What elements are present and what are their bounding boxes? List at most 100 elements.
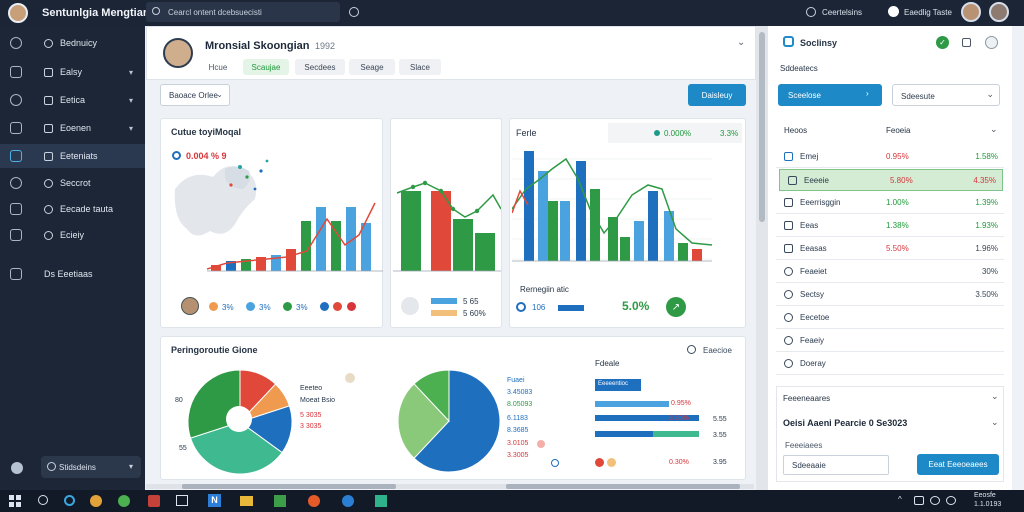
table-row[interactable]: Eeasas 5.50% 1.96% (776, 238, 1004, 260)
chevron-up-icon[interactable]: ^ (898, 495, 902, 504)
filter-select[interactable]: Baoace Orlee ⌄ (160, 84, 230, 106)
collapse-icon[interactable]: ⌄ (737, 37, 746, 48)
search-input[interactable]: Cearcl ontent dcebsuecisti (146, 2, 340, 22)
settings-icon[interactable] (985, 36, 998, 49)
layers-icon (10, 268, 22, 280)
circle-icon (784, 290, 793, 299)
volume-icon[interactable] (930, 496, 940, 505)
sidebar-item-2[interactable]: Eetica ▾ (0, 88, 145, 112)
sidebar-footer-select[interactable]: Stidsdeins ▾ (41, 456, 141, 478)
legend-value-b: 5 60% (463, 309, 486, 318)
primary-button[interactable]: Sceelose › (778, 84, 882, 106)
bar (590, 189, 600, 261)
clock-date[interactable]: 1.1.0193 (974, 501, 1002, 508)
lock-icon[interactable] (962, 38, 971, 47)
mid-label-5: 3.0105 (507, 440, 529, 447)
table-row[interactable]: Eeas 1.38% 1.93% (776, 215, 1004, 237)
footer-button[interactable]: Eeat Eeeoeaees (917, 454, 999, 475)
firefox-icon[interactable] (308, 495, 320, 507)
info-icon[interactable] (687, 345, 696, 354)
bar-tag: Eeeeentioc (595, 379, 641, 391)
display-button[interactable]: Daisleuy (688, 84, 746, 106)
sidebar-item-label: Eetica (60, 95, 86, 105)
clock-time[interactable]: Eeosfe (974, 492, 996, 499)
pie-value-0: 80 (175, 397, 183, 404)
sidebar-item-0[interactable]: Bednuicy (0, 31, 145, 55)
scroll-thumb[interactable] (182, 484, 396, 489)
vertical-scrollbar[interactable] (756, 26, 768, 490)
tab-4[interactable]: Slace (399, 59, 441, 75)
sidebar: Bednuicy Ealsy ▾ Eetica ▾ Eoenen ▾ Eeteniat… (0, 26, 145, 490)
chevron-down-icon[interactable]: ⌄ (991, 391, 999, 401)
sidebar-item-label: Ecieiy (60, 230, 85, 240)
toggle-icon[interactable] (888, 6, 899, 17)
chrome-icon[interactable] (118, 495, 130, 507)
sidebar-item-6[interactable]: Eecade tauta (0, 197, 145, 221)
help-icon[interactable] (349, 7, 359, 17)
sidebar-item-3[interactable]: Eoenen ▾ (0, 116, 145, 140)
pie-value-1: 55 (179, 445, 187, 452)
network-icon[interactable] (914, 496, 924, 505)
tab-3[interactable]: Seage (349, 59, 395, 75)
teams-icon[interactable] (375, 495, 387, 507)
footer-input[interactable]: Sdeeaaie (783, 455, 889, 475)
search-text: Cearcl ontent dcebsuecisti (168, 8, 262, 17)
trend-line (512, 157, 713, 246)
map-chart-card: Cutue toyiMoqal 0.004 % 9 3% 3% 3% (160, 118, 383, 328)
store-icon[interactable] (274, 495, 286, 507)
sidebar-item-4[interactable]: Eeteniats (0, 144, 145, 168)
bar (361, 223, 371, 271)
sidebar-item-8[interactable]: Ds Eeetiaas (0, 262, 145, 286)
target-icon (10, 177, 22, 189)
table-row[interactable]: Eeerrisggin 1.00% 1.39% (776, 192, 1004, 214)
select-field[interactable]: Sdeesute ⌄ (892, 84, 1000, 106)
table-row[interactable]: Emej 0.95% 1.58% (776, 146, 1004, 168)
table-row[interactable]: Eecetoe (776, 307, 1004, 329)
notification-icon[interactable] (806, 7, 816, 17)
cortana-icon[interactable] (64, 495, 75, 506)
news-icon[interactable]: N (208, 494, 221, 507)
bar (608, 217, 618, 261)
app-title: Sentunlgia Mengtiar (42, 7, 148, 19)
browser-icon[interactable] (90, 495, 102, 507)
table-row[interactable]: Doeray (776, 353, 1004, 375)
sidebar-item-5[interactable]: Seccrot (0, 171, 145, 195)
table-row[interactable]: Sectsy 3.50% (776, 284, 1004, 306)
user-avatar-secondary[interactable] (989, 2, 1009, 22)
tab-0[interactable]: Hcue (205, 59, 231, 75)
chevron-down-icon[interactable]: ⌄ (991, 417, 999, 427)
chevron-down-icon[interactable]: ⌄ (990, 124, 998, 134)
start-icon[interactable] (9, 495, 21, 507)
settings-icon[interactable] (11, 462, 23, 474)
point (450, 206, 456, 212)
window-icon[interactable] (176, 495, 188, 506)
scroll-thumb[interactable] (759, 32, 765, 222)
horizontal-scrollbar[interactable] (146, 484, 754, 489)
wifi-icon[interactable] (946, 496, 956, 505)
table-row[interactable]: Feaeiet 30% (776, 261, 1004, 283)
table-row[interactable]: Feaeiy (776, 330, 1004, 352)
table-header-0: Heoos (784, 126, 808, 135)
check-icon[interactable]: ✓ (936, 36, 949, 49)
tab-2[interactable]: Secdees (295, 59, 345, 75)
legend-bar-blue (558, 305, 584, 311)
footer-title: Oeisi Aaeni Pearcie 0 Se3023 (783, 418, 908, 428)
sidebar-item-7[interactable]: Ecieiy (0, 223, 145, 247)
tab-1[interactable]: Scaujae (243, 59, 289, 75)
target-icon (172, 151, 181, 160)
bar (301, 221, 311, 271)
search-icon[interactable] (38, 495, 48, 505)
chevron-right-icon: › (866, 89, 869, 98)
avatar[interactable] (8, 3, 28, 23)
table-row[interactable]: Eeeeie 5.80% 4.35% (779, 169, 1003, 191)
app-icon-red[interactable] (148, 495, 160, 507)
profile-header: Mronsial Skoongian 1992 Hcue Scaujae Sec… (146, 26, 756, 80)
edge-icon[interactable] (342, 495, 354, 507)
pie-slice (413, 369, 501, 473)
scroll-thumb-2[interactable] (506, 484, 740, 489)
legend-value-a: 5 65 (463, 297, 479, 306)
user-avatar[interactable] (961, 2, 981, 22)
folder-icon[interactable] (240, 496, 253, 506)
sidebar-item-1[interactable]: Ealsy ▾ (0, 60, 145, 84)
mid-label-3: 6.1183 (507, 415, 528, 422)
